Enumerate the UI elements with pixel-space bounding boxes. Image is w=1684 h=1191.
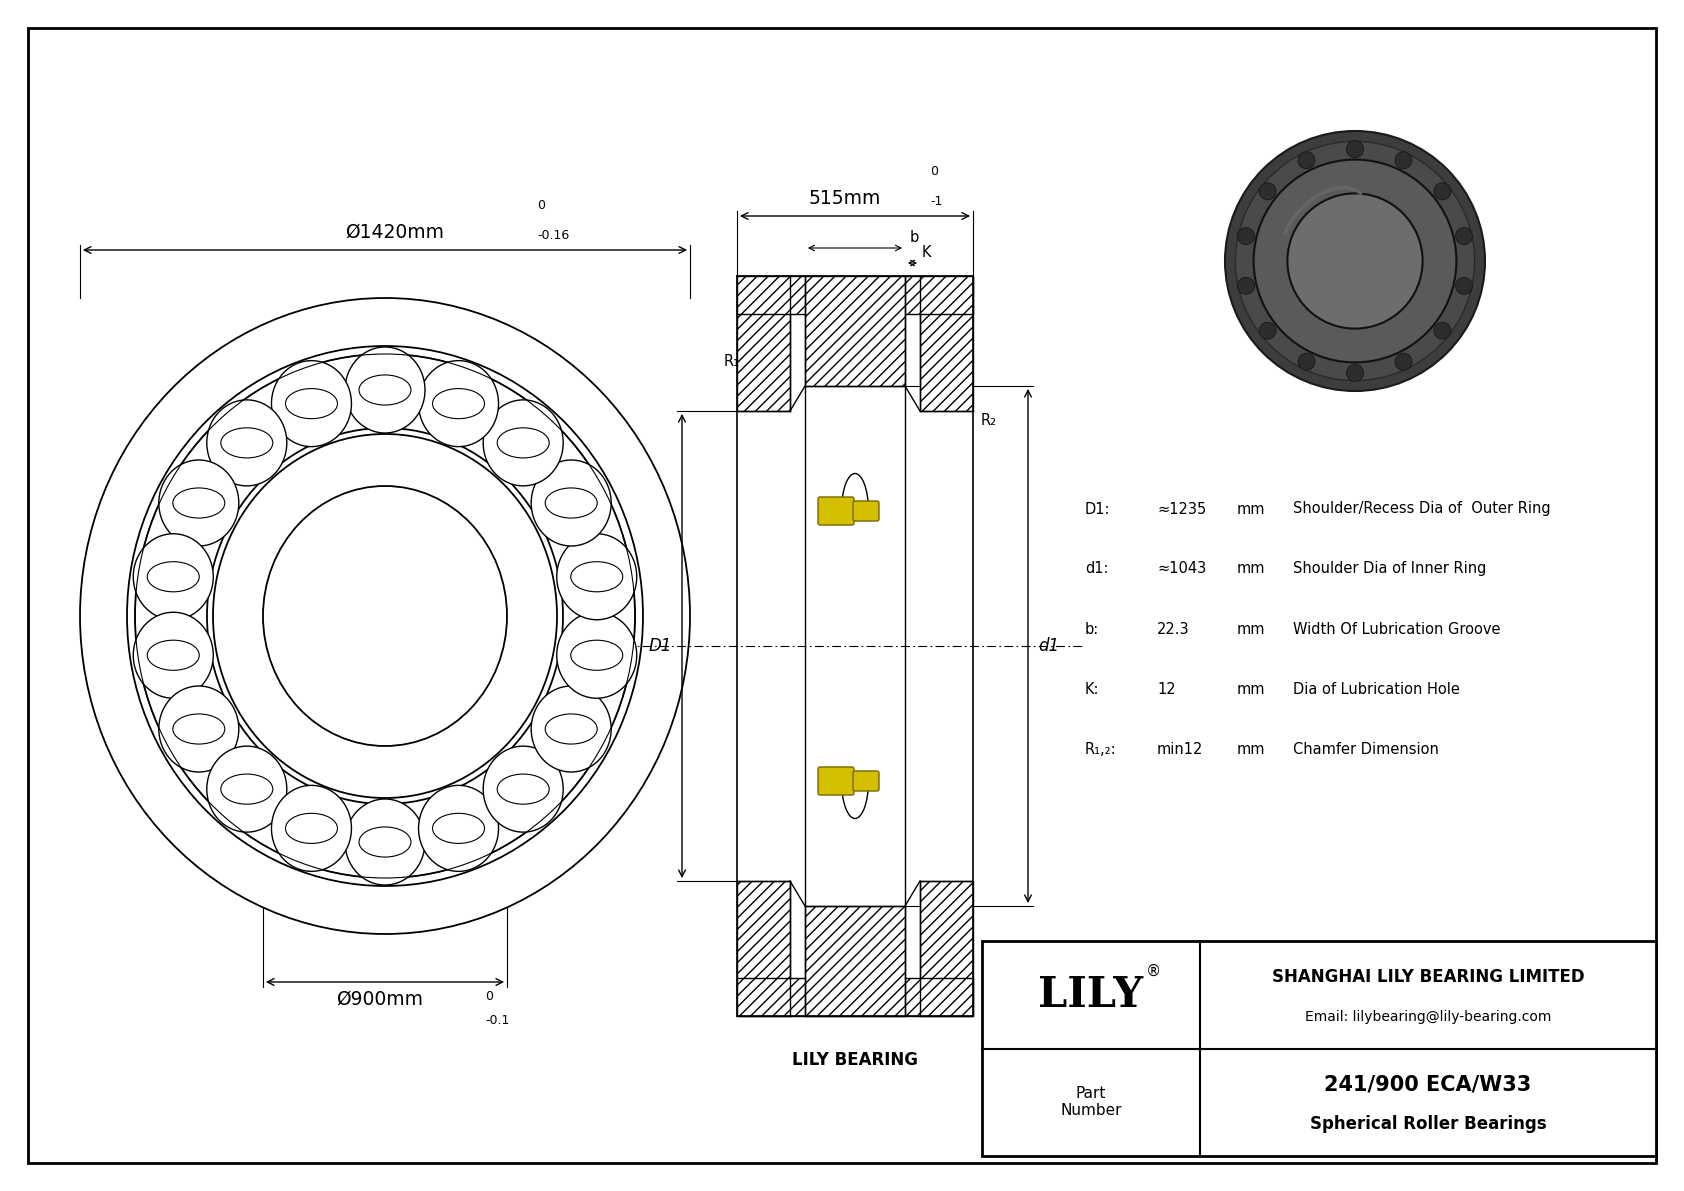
Circle shape	[1433, 182, 1452, 200]
Circle shape	[1347, 364, 1364, 381]
FancyBboxPatch shape	[854, 771, 879, 791]
Ellipse shape	[207, 428, 562, 804]
Text: 22.3: 22.3	[1157, 622, 1189, 636]
Ellipse shape	[263, 486, 507, 746]
Text: 12: 12	[1157, 681, 1175, 697]
Text: Email: lilybearing@lily-bearing.com: Email: lilybearing@lily-bearing.com	[1305, 1010, 1551, 1024]
Text: d1:: d1:	[1084, 561, 1108, 576]
Ellipse shape	[530, 686, 611, 772]
Circle shape	[1455, 227, 1472, 244]
Text: Shoulder/Recess Dia of  Outer Ring: Shoulder/Recess Dia of Outer Ring	[1293, 501, 1551, 517]
Ellipse shape	[212, 434, 557, 798]
Text: 0: 0	[485, 990, 493, 1003]
Text: Part
Number: Part Number	[1061, 1086, 1122, 1118]
Text: R₁: R₁	[724, 354, 739, 369]
Circle shape	[1298, 354, 1315, 370]
Text: d1: d1	[1037, 637, 1059, 655]
Text: Shoulder Dia of Inner Ring: Shoulder Dia of Inner Ring	[1293, 561, 1487, 576]
Ellipse shape	[126, 347, 643, 886]
Text: Ø900mm: Ø900mm	[337, 990, 423, 1009]
Text: Spherical Roller Bearings: Spherical Roller Bearings	[1310, 1115, 1546, 1134]
Text: K: K	[923, 245, 931, 260]
Text: LILY BEARING: LILY BEARING	[791, 1050, 918, 1070]
FancyBboxPatch shape	[818, 497, 854, 525]
Polygon shape	[738, 276, 973, 314]
Ellipse shape	[158, 686, 239, 772]
Text: mm: mm	[1238, 681, 1265, 697]
Ellipse shape	[345, 347, 424, 434]
Text: ≈1235: ≈1235	[1157, 501, 1206, 517]
Ellipse shape	[557, 534, 637, 619]
Polygon shape	[805, 276, 904, 386]
Polygon shape	[919, 276, 973, 411]
Polygon shape	[738, 978, 973, 1016]
Circle shape	[1394, 151, 1411, 169]
Bar	[982, 941, 1655, 1156]
Text: 0: 0	[537, 199, 546, 212]
Circle shape	[1238, 227, 1255, 244]
Text: 0: 0	[930, 166, 938, 177]
Text: D1:: D1:	[1084, 501, 1110, 517]
Ellipse shape	[133, 534, 214, 619]
Text: b: b	[909, 230, 919, 245]
Text: SHANGHAI LILY BEARING LIMITED: SHANGHAI LILY BEARING LIMITED	[1271, 968, 1585, 986]
Text: mm: mm	[1238, 501, 1265, 517]
Ellipse shape	[345, 799, 424, 885]
Ellipse shape	[419, 361, 498, 447]
Ellipse shape	[271, 361, 352, 447]
Circle shape	[1260, 323, 1276, 339]
Polygon shape	[805, 906, 904, 1016]
Ellipse shape	[135, 354, 635, 878]
Circle shape	[1253, 160, 1457, 362]
Circle shape	[1455, 278, 1472, 294]
Circle shape	[1394, 354, 1411, 370]
Circle shape	[1224, 131, 1485, 391]
Text: Width Of Lubrication Groove: Width Of Lubrication Groove	[1293, 622, 1500, 636]
Circle shape	[1236, 142, 1475, 381]
Text: LILY: LILY	[1039, 974, 1143, 1016]
Ellipse shape	[133, 612, 214, 698]
Text: mm: mm	[1238, 561, 1265, 576]
Ellipse shape	[207, 746, 286, 833]
Circle shape	[1298, 151, 1315, 169]
Ellipse shape	[419, 785, 498, 872]
Text: -1: -1	[930, 195, 943, 208]
Text: mm: mm	[1238, 742, 1265, 756]
FancyBboxPatch shape	[818, 767, 854, 796]
Ellipse shape	[483, 400, 562, 486]
Circle shape	[1287, 193, 1423, 329]
Polygon shape	[738, 881, 790, 1016]
Text: K:: K:	[1084, 681, 1100, 697]
Text: 515mm: 515mm	[808, 189, 881, 208]
Ellipse shape	[483, 746, 562, 833]
FancyBboxPatch shape	[854, 501, 879, 520]
Text: 241/900 ECA/W33: 241/900 ECA/W33	[1324, 1074, 1532, 1095]
Text: min12: min12	[1157, 742, 1204, 756]
Ellipse shape	[207, 400, 286, 486]
Text: Dia of Lubrication Hole: Dia of Lubrication Hole	[1293, 681, 1460, 697]
Text: R₁,₂:: R₁,₂:	[1084, 742, 1116, 756]
Text: b:: b:	[1084, 622, 1100, 636]
Text: D1: D1	[648, 637, 672, 655]
Circle shape	[1347, 141, 1364, 157]
Text: R₂: R₂	[982, 413, 997, 429]
Circle shape	[1433, 323, 1452, 339]
Ellipse shape	[530, 460, 611, 545]
Circle shape	[1238, 278, 1255, 294]
Ellipse shape	[81, 298, 690, 934]
Polygon shape	[919, 881, 973, 1016]
Polygon shape	[738, 276, 790, 411]
Ellipse shape	[557, 612, 637, 698]
Text: Ø1420mm: Ø1420mm	[345, 223, 445, 242]
Ellipse shape	[158, 460, 239, 545]
Text: ≈1043: ≈1043	[1157, 561, 1206, 576]
Circle shape	[1260, 182, 1276, 200]
Ellipse shape	[271, 785, 352, 872]
Text: mm: mm	[1238, 622, 1265, 636]
Text: -0.16: -0.16	[537, 229, 569, 242]
Text: Chamfer Dimension: Chamfer Dimension	[1293, 742, 1438, 756]
Text: ®: ®	[1147, 965, 1162, 979]
Text: -0.1: -0.1	[485, 1014, 509, 1027]
